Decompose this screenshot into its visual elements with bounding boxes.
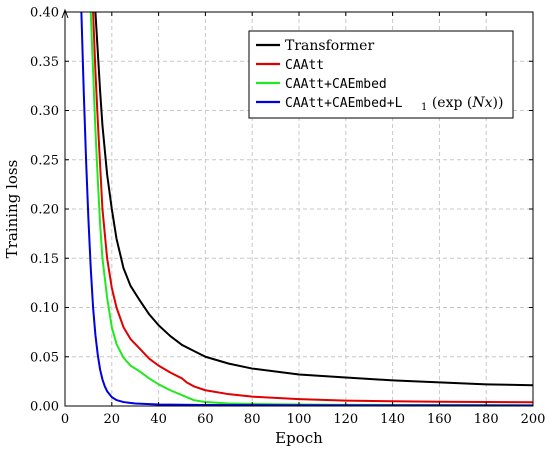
- legend-box: [248, 30, 514, 119]
- y-axis-label: Training loss: [3, 160, 21, 259]
- legend-label-caatt: CAAtt: [285, 58, 324, 73]
- legend: Transformer CAAtt CAAtt+CAEmbed CAAtt+CA…: [248, 30, 514, 119]
- y-tick-label: 0.00: [30, 400, 59, 415]
- series-line-caatt-caembed: [89, 12, 533, 406]
- legend-label-formula: 1 (exp (Nx)): [421, 95, 503, 113]
- y-axis-arrow: [61, 8, 69, 19]
- y-tick-label: 0.05: [30, 350, 59, 365]
- x-tick-label: 0: [61, 412, 69, 427]
- x-tick-label: 80: [244, 412, 261, 427]
- x-tick-label: 40: [150, 412, 167, 427]
- y-tick-label: 0.15: [30, 252, 59, 267]
- x-tick-label: 140: [380, 412, 405, 427]
- legend-label-caatt-caembed: CAAtt+CAEmbed: [285, 77, 387, 92]
- y-tick-label: 0.35: [30, 55, 59, 70]
- series-line-caatt-caembed-l1: [80, 12, 533, 406]
- x-axis-label: Epoch: [275, 429, 323, 447]
- x-tick-label: 60: [197, 412, 214, 427]
- x-tick-label: 20: [104, 412, 121, 427]
- y-tick-label: 0.20: [30, 203, 59, 218]
- series-lines: [80, 12, 533, 406]
- series-line-caatt: [92, 12, 533, 404]
- x-tick-label: 200: [521, 412, 546, 427]
- tick-marks: [64, 11, 534, 407]
- x-tick-label: 180: [474, 412, 499, 427]
- y-tick-label: 0.25: [30, 153, 59, 168]
- x-tick-label: 120: [333, 412, 358, 427]
- legend-label-caatt-caembed-l1: CAAtt+CAEmbed+L: [285, 96, 403, 111]
- x-tick-label: 160: [427, 412, 452, 427]
- y-tick-label: 0.10: [30, 301, 59, 316]
- x-tick-label: 100: [287, 412, 312, 427]
- legend-label-transformer: Transformer: [285, 38, 374, 54]
- tick-labels: 0 20 40 60 80 100 120 140 160 180 200 0.00 0.05 0.10 0…: [30, 6, 545, 428]
- y-tick-label: 0.40: [30, 6, 59, 21]
- y-tick-label: 0.30: [30, 104, 59, 119]
- series-line-transformer: [94, 12, 533, 387]
